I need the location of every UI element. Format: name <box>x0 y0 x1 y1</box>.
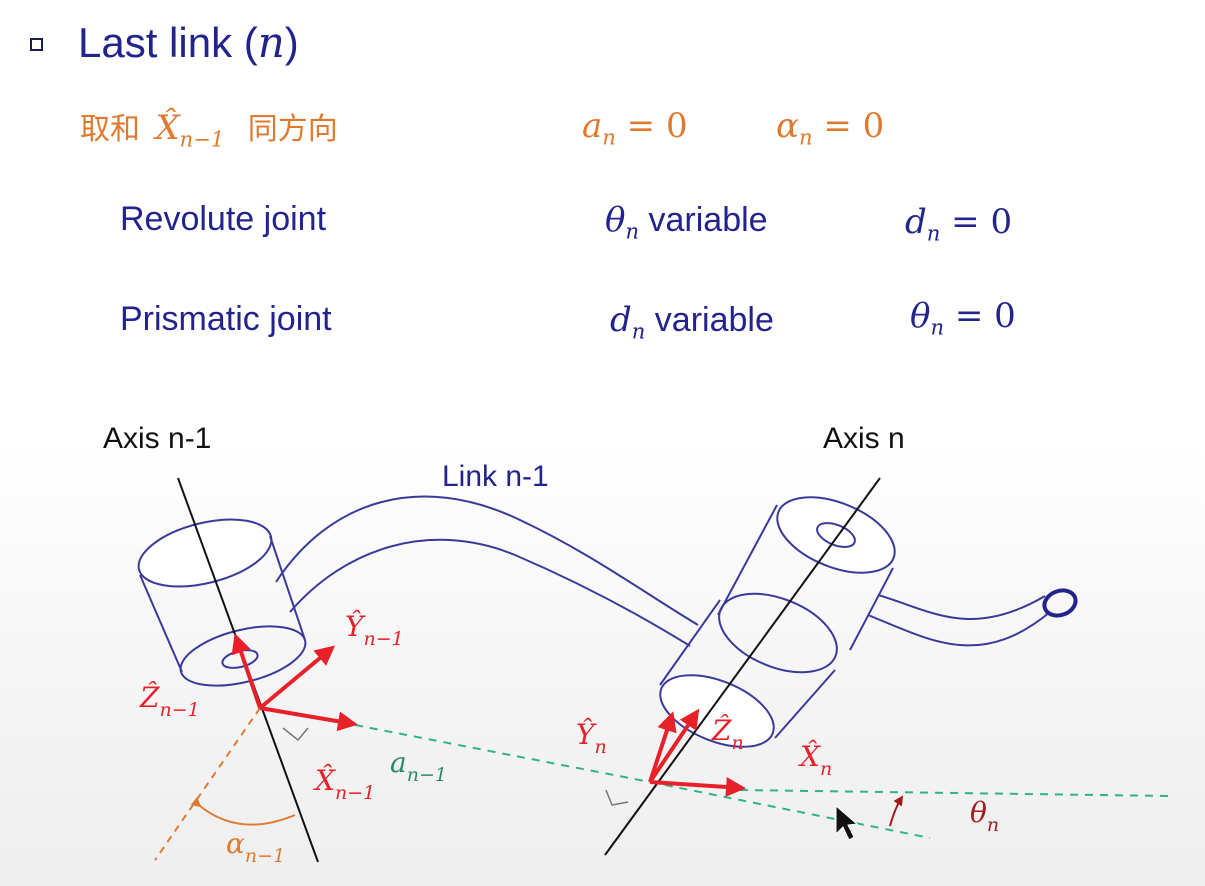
axis-n-line <box>604 477 881 856</box>
bullet-square-icon <box>30 38 43 51</box>
mouse-cursor-icon <box>835 804 859 841</box>
projected-axis-dashed <box>154 707 261 861</box>
slide-title: Last link (n) <box>78 18 299 67</box>
alpha-angle-arc <box>190 797 296 826</box>
x-hat-n-minus-1-label: X̂n−1 <box>313 764 375 804</box>
a-n-equation: an = 0 <box>582 106 688 150</box>
frame-alignment-note: 取和 X̂n−1 同方向 <box>80 108 338 152</box>
theta-angle-arc <box>889 795 904 827</box>
revolute-fixed-param: dn = 0 <box>905 202 1013 246</box>
right-angle-marker-right <box>605 789 629 806</box>
right-angle-marker-left <box>282 727 309 742</box>
prismatic-variable: dn variable <box>610 300 774 344</box>
revolute-joint-label: Revolute joint <box>120 200 327 238</box>
x-hat-n-label: X̂n <box>798 740 832 780</box>
axis-n-label: Axis n <box>823 422 905 455</box>
x-n-extension-dashed <box>739 789 1171 797</box>
alpha-n-minus-1-label: αn−1 <box>226 827 285 867</box>
alpha-n-equation: αn = 0 <box>776 106 885 150</box>
z-hat-n-minus-1-label: Ẑn−1 <box>139 681 200 721</box>
theta-n-label: θn <box>970 796 999 836</box>
common-normal-dashed <box>354 724 651 783</box>
frame-n-arrows <box>648 708 746 797</box>
axis-n-minus-1-label: Axis n-1 <box>103 422 211 455</box>
link-n-minus-1-label: Link n-1 <box>442 460 549 493</box>
joint-n-minus-1-cylinder <box>137 518 307 687</box>
prismatic-fixed-param: θn = 0 <box>910 296 1016 340</box>
a-n-minus-1-label: an−1 <box>390 746 447 786</box>
revolute-variable: θn variable <box>605 200 768 244</box>
y-hat-n-label: Ŷn <box>576 718 607 758</box>
frame-n-minus-1-arrows <box>231 633 358 732</box>
x-n-minus-1-projection-dashed <box>649 781 931 839</box>
prismatic-joint-label: Prismatic joint <box>120 300 332 338</box>
link-n-minus-1-body <box>275 495 699 647</box>
y-hat-n-minus-1-label: Ŷn−1 <box>345 610 404 650</box>
z-hat-n-label: Ẑn <box>711 714 744 754</box>
